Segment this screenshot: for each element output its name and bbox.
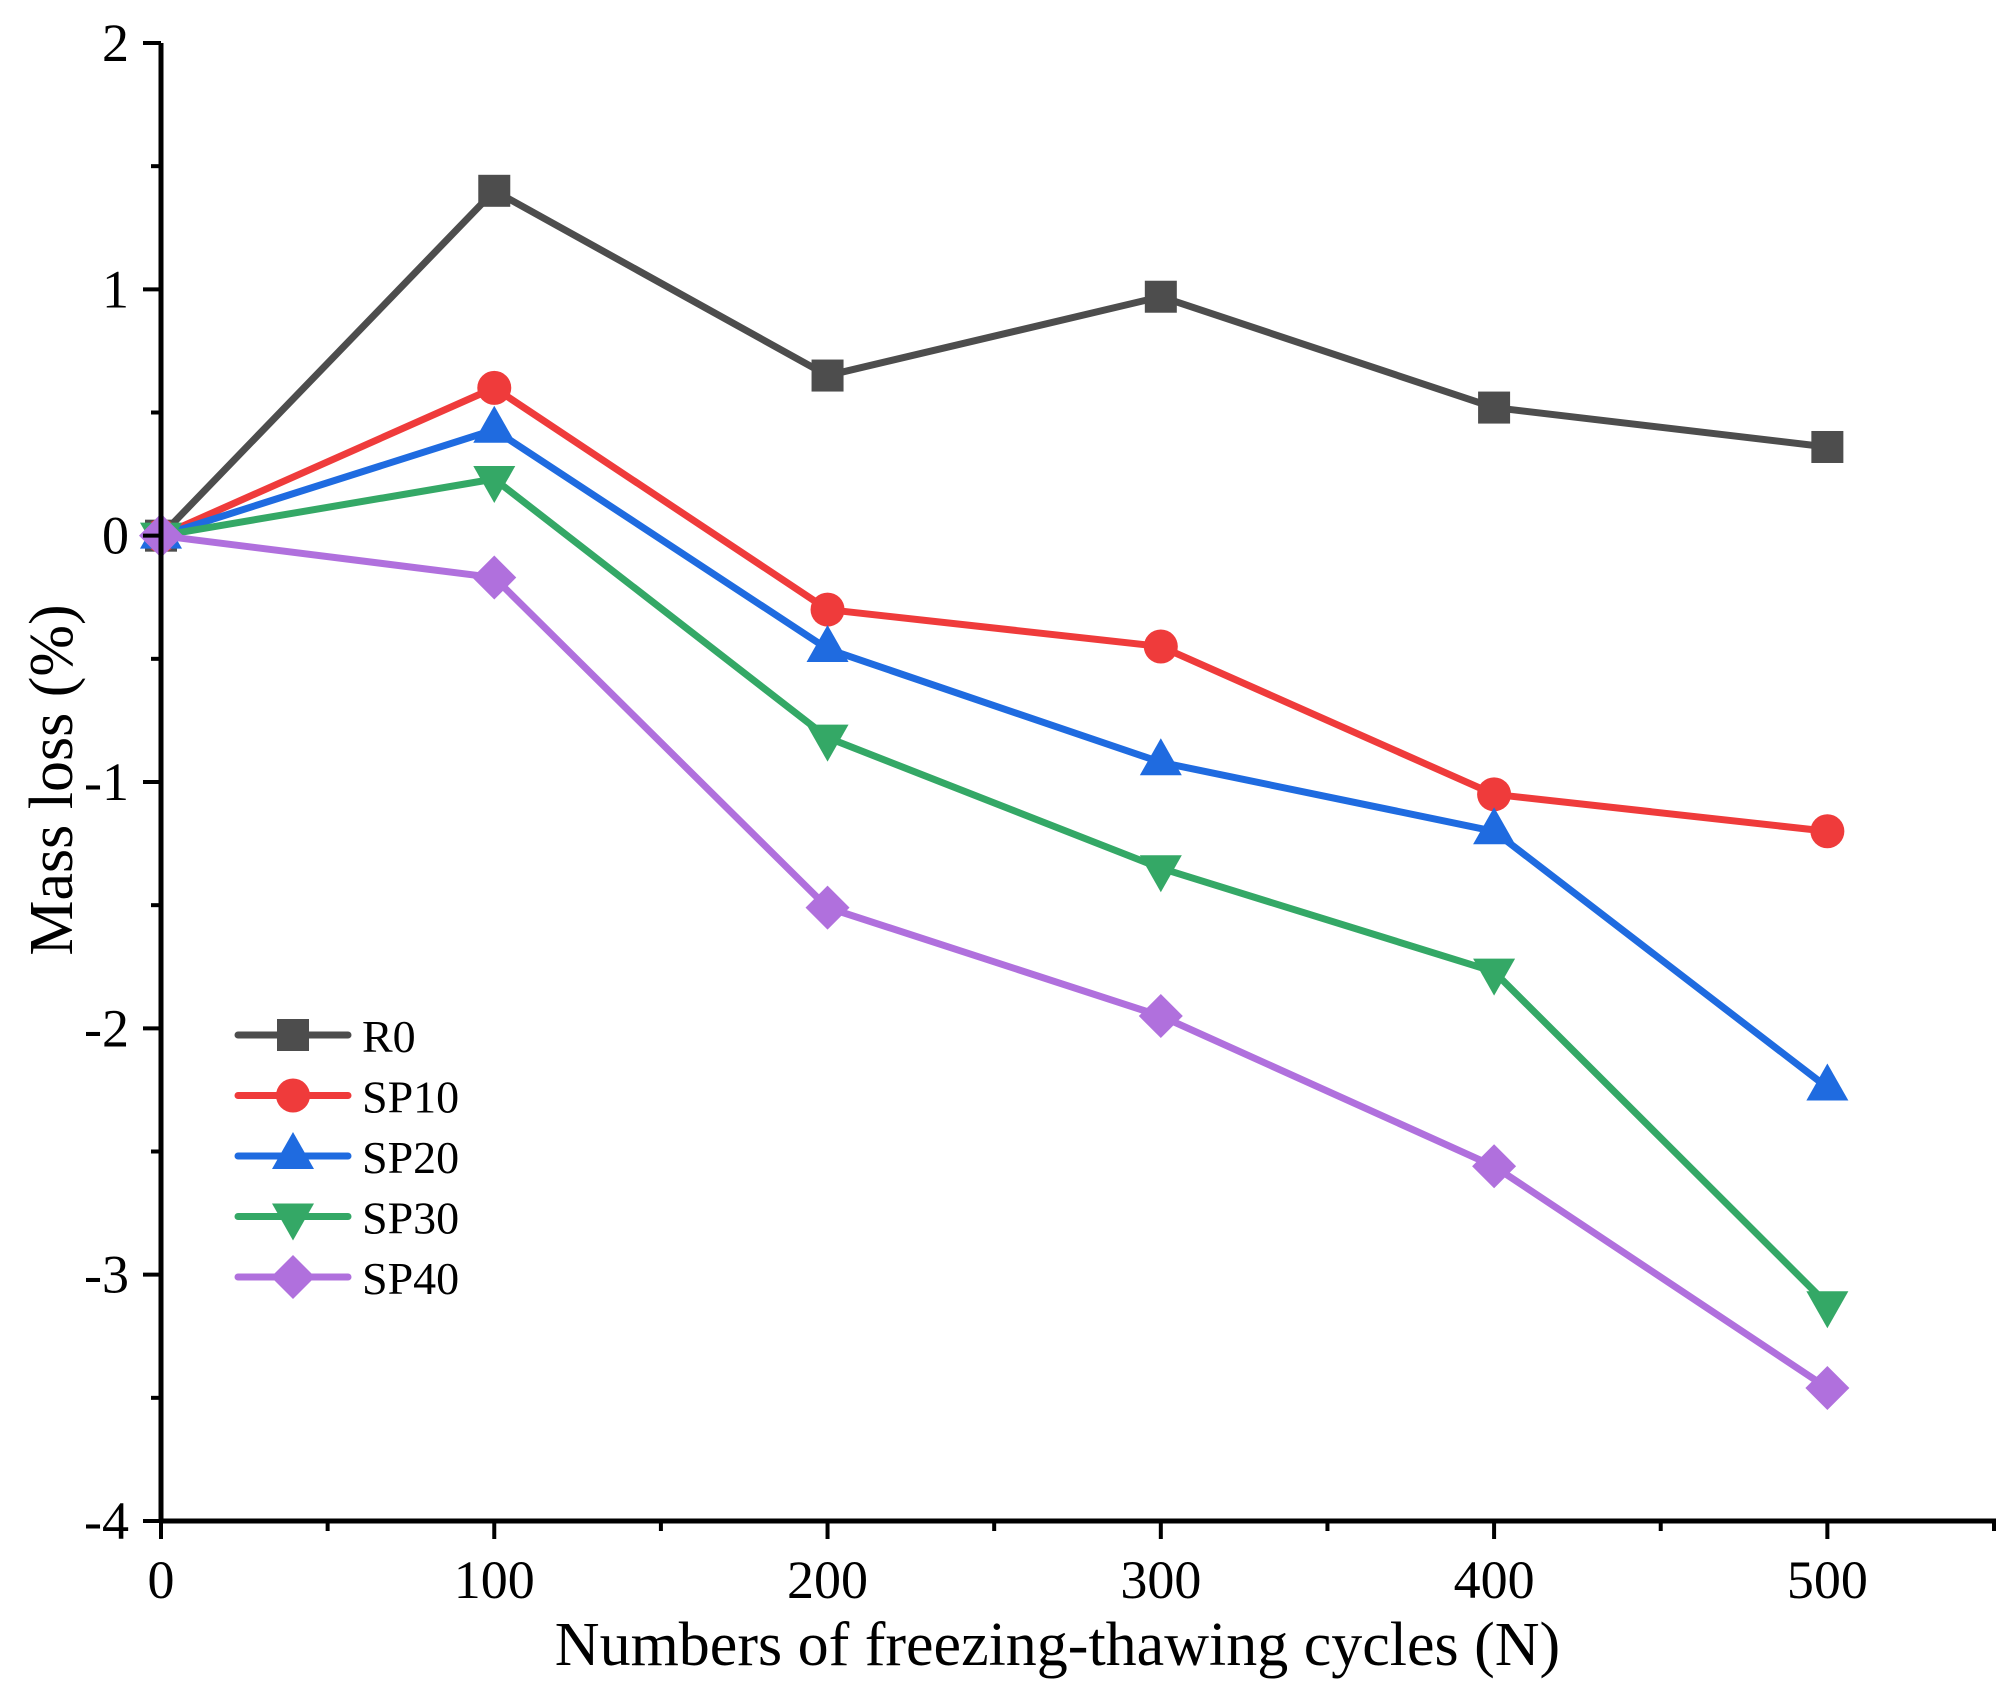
data-point-sp20 — [1139, 738, 1182, 776]
y-tick-label: -1 — [84, 752, 129, 812]
data-point-sp30 — [806, 724, 849, 762]
legend-label-sp10: SP10 — [362, 1072, 459, 1123]
series-line-sp40 — [160, 532, 1830, 1391]
legend-item-r0: R0 — [234, 1011, 416, 1062]
legend: R0 SP10 SP20 SP30 SP40 — [234, 1011, 459, 1304]
data-point-sp30 — [1806, 1291, 1849, 1329]
legend-label-sp30: SP30 — [362, 1193, 459, 1244]
y-tick-label: 2 — [102, 13, 129, 73]
data-point-sp20 — [806, 624, 849, 662]
data-point-r0 — [1144, 280, 1177, 313]
x-ticks: 0 100 200 300 400 500 — [148, 1521, 1996, 1610]
data-point-sp30 — [473, 466, 516, 504]
data-point-r0 — [478, 174, 511, 207]
data-point-sp40 — [1472, 1144, 1517, 1189]
y-tick-label: -3 — [84, 1245, 129, 1305]
data-point-sp40 — [472, 555, 517, 600]
legend-marker-r0 — [277, 1019, 309, 1051]
series-line-r0 — [158, 187, 1828, 539]
series-line-sp20 — [159, 426, 1830, 1091]
y-ticks: -4 -3 -2 -1 0 1 2 — [84, 13, 161, 1551]
data-point-sp10 — [810, 592, 845, 627]
y-tick-label: -2 — [84, 998, 129, 1058]
y-axis-title: Mass loss (%) — [18, 604, 86, 955]
data-point-sp40 — [1805, 1365, 1850, 1410]
legend-label-r0: R0 — [362, 1011, 416, 1062]
data-point-sp20 — [473, 405, 516, 443]
legend-label-sp20: SP20 — [362, 1132, 459, 1183]
legend-label-sp40: SP40 — [362, 1253, 459, 1304]
legend-item-sp10: SP10 — [234, 1072, 459, 1123]
series-sp40 — [139, 513, 1850, 1410]
series-line-sp30 — [160, 475, 1830, 1307]
data-point-sp10 — [1810, 814, 1845, 849]
y-tick-label: 1 — [102, 259, 129, 319]
data-point-r0 — [1811, 430, 1844, 463]
data-point-r0 — [811, 359, 844, 392]
x-tick-label: 200 — [787, 1550, 868, 1610]
data-point-sp20 — [1473, 807, 1516, 845]
series-layer — [139, 174, 1850, 1410]
data-point-sp40 — [805, 885, 850, 930]
x-tick-label: 300 — [1120, 1550, 1201, 1610]
data-point-sp10 — [477, 370, 512, 405]
data-point-sp10 — [1143, 629, 1178, 664]
series-line-sp10 — [159, 384, 1828, 835]
x-tick-label: 100 — [454, 1550, 535, 1610]
legend-marker-sp30 — [272, 1203, 314, 1241]
legend-marker-sp40 — [271, 1255, 315, 1299]
series-r0 — [145, 174, 1844, 552]
data-point-r0 — [1478, 391, 1511, 424]
data-point-sp30 — [1473, 958, 1516, 996]
series-sp10 — [144, 370, 1845, 849]
y-tick-label: -4 — [84, 1491, 129, 1551]
data-point-sp10 — [1477, 777, 1512, 812]
y-tick-label: 0 — [102, 506, 129, 566]
data-point-sp20 — [1806, 1063, 1849, 1101]
legend-item-sp40: SP40 — [234, 1253, 459, 1304]
x-axis-title: Numbers of freezing-thawing cycles (N) — [555, 1611, 1560, 1679]
x-tick-label: 400 — [1454, 1550, 1535, 1610]
legend-item-sp30: SP30 — [234, 1193, 459, 1244]
axes: 0 100 200 300 400 500 -4 -3 -2 -1 0 1 2 — [84, 13, 1996, 1610]
legend-marker-sp10 — [276, 1078, 310, 1113]
x-tick-label: 500 — [1787, 1550, 1868, 1610]
x-tick-label: 0 — [148, 1550, 175, 1610]
legend-item-sp20: SP20 — [234, 1132, 459, 1183]
data-point-sp40 — [1138, 994, 1183, 1039]
legend-marker-sp20 — [272, 1132, 314, 1169]
series-sp20 — [140, 405, 1849, 1101]
data-point-sp30 — [1139, 855, 1182, 893]
